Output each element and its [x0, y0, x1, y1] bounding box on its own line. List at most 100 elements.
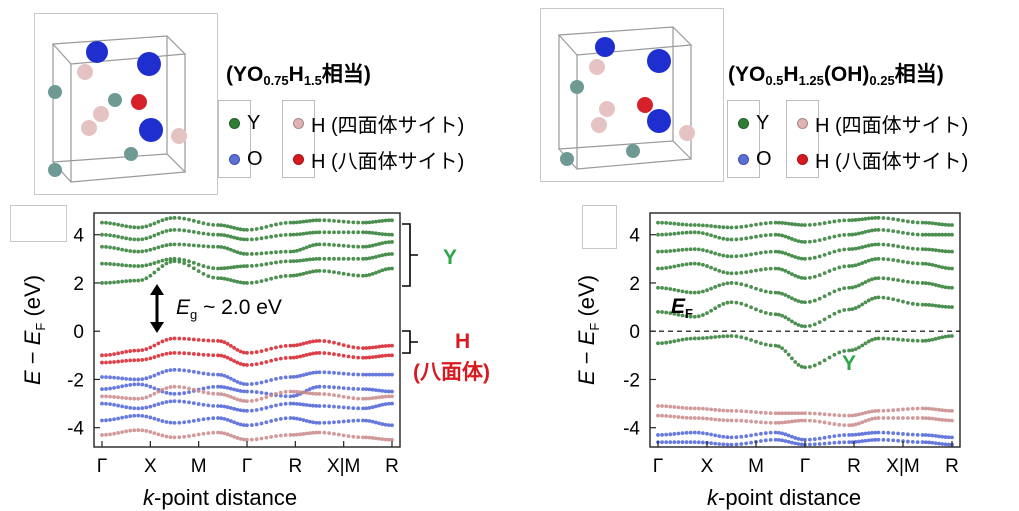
- right-band-point: [763, 221, 768, 226]
- left-y-band-label: Y: [443, 246, 458, 269]
- left-band-point: [211, 403, 216, 408]
- right-band-point: [799, 256, 804, 261]
- left-band-point: [356, 396, 361, 401]
- right-band-point: [920, 232, 925, 237]
- left-band-point: [187, 369, 191, 373]
- left-band-point: [274, 260, 278, 265]
- left-band-point: [140, 249, 145, 254]
- right-band-point: [729, 271, 734, 276]
- left-band-point: [367, 244, 372, 249]
- left-band-point: [245, 227, 249, 232]
- right-band-point: [759, 234, 763, 238]
- right-band-point: [729, 237, 734, 242]
- left-band-point: [108, 245, 112, 250]
- left-band-point: [116, 431, 121, 435]
- left-band-point: [377, 421, 382, 426]
- right-band-point: [850, 263, 855, 268]
- atom-H-tet: [81, 120, 97, 136]
- left-band-point: [177, 399, 182, 404]
- right-band-point: [943, 249, 948, 254]
- left-band-point: [307, 257, 312, 262]
- left-band-point: [341, 353, 346, 358]
- atom-H-tet: [679, 125, 695, 141]
- right-band-point: [850, 285, 855, 290]
- left-band-point: [361, 406, 365, 411]
- right-band-point: [684, 222, 689, 227]
- left-band-point: [298, 220, 303, 224]
- right-band-point: [881, 276, 886, 281]
- right-band-point: [776, 420, 781, 425]
- right-band-point: [692, 314, 697, 319]
- right-band-point: [915, 432, 920, 437]
- left-band-point: [235, 436, 240, 440]
- atom-H-tet: [591, 117, 607, 133]
- left-band-point: [160, 230, 165, 235]
- right-band-point: [837, 218, 842, 223]
- right-band-point: [920, 247, 925, 252]
- right-band-point: [692, 416, 697, 420]
- right-band-point: [717, 252, 722, 257]
- left-band-point: [332, 256, 336, 261]
- left-band-point: [164, 337, 169, 342]
- right-band-point: [850, 413, 855, 418]
- left-band-point: [259, 236, 264, 241]
- left-band-point: [386, 437, 391, 442]
- atom-Y: [124, 147, 138, 161]
- left-band-point: [288, 389, 293, 394]
- left-band-point: [206, 403, 211, 408]
- right-band-point: [763, 289, 768, 294]
- left-band-point: [182, 258, 187, 262]
- left-band-point: [301, 390, 306, 395]
- left-band-point: [222, 340, 227, 345]
- left-band-point: [128, 225, 133, 229]
- left-band-point: [187, 217, 191, 222]
- right-band-point: [876, 227, 881, 232]
- right-band-point: [664, 221, 669, 225]
- right-band-point: [920, 261, 925, 266]
- right-band-point: [668, 232, 673, 237]
- left-band-point: [311, 420, 315, 425]
- right-band-point: [796, 418, 801, 423]
- right-band-point: [692, 247, 697, 252]
- atom-O: [139, 118, 163, 142]
- left-band-point: [128, 278, 133, 283]
- left-band-point: [356, 355, 361, 360]
- left-band-point: [367, 355, 372, 360]
- right-band-point: [812, 298, 817, 303]
- left-band-point: [104, 375, 108, 380]
- left-band-point: [373, 254, 378, 259]
- right-band-point: [696, 336, 701, 341]
- right-band-point: [817, 296, 822, 301]
- left-band-point: [346, 230, 351, 235]
- left-band-point: [380, 354, 385, 358]
- right-band-point: [739, 270, 744, 275]
- left-band-point: [245, 363, 249, 367]
- right-band-point: [773, 437, 778, 442]
- left-band-point: [278, 433, 283, 438]
- left-band-point: [136, 358, 141, 363]
- left-band-point: [177, 385, 182, 389]
- left-band-point: [380, 437, 385, 442]
- right-band-point: [705, 431, 709, 436]
- atom-O: [137, 52, 161, 76]
- left-band-point: [367, 387, 372, 392]
- left-band-point: [100, 220, 104, 225]
- left-band-point: [219, 373, 224, 377]
- left-band-point: [264, 348, 269, 352]
- left-band-point: [235, 379, 240, 384]
- right-band-point: [860, 261, 865, 265]
- right-band-point: [664, 232, 669, 237]
- left-band-point: [144, 383, 149, 388]
- right-band-point: [950, 418, 954, 423]
- right-band-point: [793, 255, 798, 259]
- right-band-point: [847, 218, 851, 223]
- right-x-tick-label: M: [748, 456, 764, 477]
- left-band-point: [254, 263, 259, 268]
- right-band-point: [915, 280, 920, 285]
- right-band-point: [906, 260, 910, 265]
- left-band-point: [148, 404, 153, 409]
- right-band-point: [881, 257, 886, 261]
- left-band-point: [124, 263, 129, 268]
- right-band-point: [891, 431, 896, 436]
- left-band-point: [128, 428, 133, 433]
